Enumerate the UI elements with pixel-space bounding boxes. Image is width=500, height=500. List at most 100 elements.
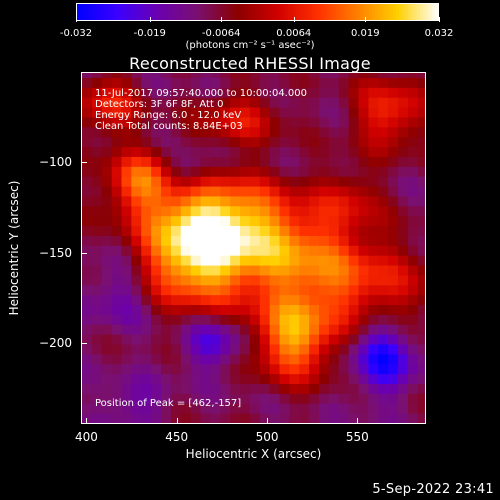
heatmap-cell: [388, 314, 399, 325]
y-tick-mark: [81, 252, 87, 254]
heatmap-cell: [170, 403, 182, 414]
heatmap-cell: [101, 383, 113, 394]
heatmap-cell: [210, 77, 221, 88]
heatmap-cell: [378, 294, 389, 306]
heatmap-cell: [279, 245, 290, 256]
heatmap-cell: [151, 344, 162, 355]
heatmap-cell: [180, 116, 192, 128]
heatmap-cell: [368, 393, 379, 404]
heatmap-cell: [309, 245, 320, 256]
heatmap-cell: [398, 166, 409, 177]
heatmap-cell: [289, 166, 300, 177]
heatmap-cell: [417, 77, 425, 88]
heatmap-cell: [101, 393, 113, 404]
heatmap-cell: [407, 353, 419, 365]
heatmap-cell: [170, 166, 182, 177]
heatmap-cell: [170, 225, 182, 236]
heatmap-cell: [141, 156, 152, 167]
heatmap-cell: [269, 235, 281, 246]
heatmap-cell: [279, 334, 290, 345]
heatmap-cell: [259, 156, 271, 167]
heatmap-cell: [309, 156, 320, 167]
heatmap-cell: [299, 77, 310, 88]
heatmap-cell: [358, 413, 369, 423]
heatmap-cell: [279, 284, 290, 296]
heatmap-cell: [407, 403, 419, 414]
heatmap-cell: [398, 413, 409, 423]
heatmap-cell: [200, 225, 211, 236]
colorbar-segment: [314, 4, 319, 20]
heatmap-cell: [249, 363, 261, 375]
heatmap-cell: [358, 363, 369, 375]
heatmap-cell: [240, 77, 251, 88]
heatmap-cell: [141, 324, 152, 335]
colorbar-segment: [131, 4, 135, 20]
heatmap-cell: [289, 353, 300, 365]
heatmap-cell: [358, 314, 369, 325]
heatmap-cell: [398, 87, 409, 98]
heatmap-cell: [299, 126, 310, 138]
heatmap-cell: [249, 186, 261, 197]
heatmap-cell: [368, 403, 379, 414]
heatmap-cell: [249, 334, 261, 345]
heatmap-cell: [407, 274, 419, 286]
heatmap-cell: [407, 215, 419, 227]
heatmap-cell: [220, 393, 231, 404]
heatmap-cell: [180, 136, 192, 148]
heatmap-cell: [230, 116, 241, 128]
heatmap-cell: [378, 393, 389, 404]
heatmap-cell: [358, 166, 369, 177]
heatmap-cell: [200, 126, 211, 138]
heatmap-cell: [131, 255, 142, 266]
heatmap-cell: [319, 215, 330, 227]
heatmap-cell: [398, 304, 409, 315]
heatmap-cell: [319, 156, 330, 167]
heatmap-cell: [319, 294, 330, 306]
heatmap-cell: [249, 413, 261, 423]
colorbar-segment: [86, 4, 90, 20]
heatmap-cell: [249, 176, 261, 187]
heatmap-cell: [170, 245, 182, 256]
heatmap-cell: [101, 215, 113, 227]
heatmap-cell: [161, 176, 172, 187]
heatmap-cell: [249, 73, 261, 78]
heatmap-cell: [91, 195, 103, 207]
heatmap-cell: [240, 344, 251, 355]
heatmap-cell: [368, 324, 379, 335]
heatmap-cell: [141, 294, 152, 306]
heatmap-cell: [121, 373, 132, 385]
heatmap-cell: [180, 126, 192, 138]
heatmap-cell: [417, 73, 425, 78]
heatmap-cell: [249, 255, 261, 266]
heatmap-cell: [289, 274, 300, 286]
heatmap-cell: [121, 186, 132, 197]
heatmap-cell: [91, 235, 103, 246]
heatmap-cell: [190, 353, 202, 365]
heatmap-cell: [319, 413, 330, 423]
heatmap-cell: [338, 304, 350, 315]
colorbar-tick-label: 0.0064: [276, 28, 312, 39]
heatmap-cell: [289, 314, 300, 325]
heatmap-cell: [91, 413, 103, 423]
heatmap-cell: [407, 255, 419, 266]
heatmap-cell: [151, 73, 162, 78]
heatmap-cell: [348, 344, 360, 355]
heatmap-cell: [210, 107, 221, 118]
colorbar-segment: [194, 4, 198, 20]
heatmap-cell: [82, 363, 93, 375]
heatmap-cell: [368, 195, 379, 207]
heatmap-cell: [240, 304, 251, 315]
heatmap-cell: [269, 176, 281, 187]
heatmap-cell: [91, 107, 103, 118]
heatmap-cell: [398, 265, 409, 276]
colorbar-segment: [227, 4, 232, 20]
colorbar-segment: [296, 4, 301, 20]
heatmap-cell: [180, 413, 192, 423]
heatmap-cell: [388, 344, 399, 355]
heatmap-cell: [299, 107, 310, 118]
heatmap-cell: [338, 363, 350, 375]
heatmap-cell: [121, 413, 132, 423]
heatmap-cell: [378, 274, 389, 286]
heatmap-cell: [398, 255, 409, 266]
heatmap-cell: [348, 186, 360, 197]
